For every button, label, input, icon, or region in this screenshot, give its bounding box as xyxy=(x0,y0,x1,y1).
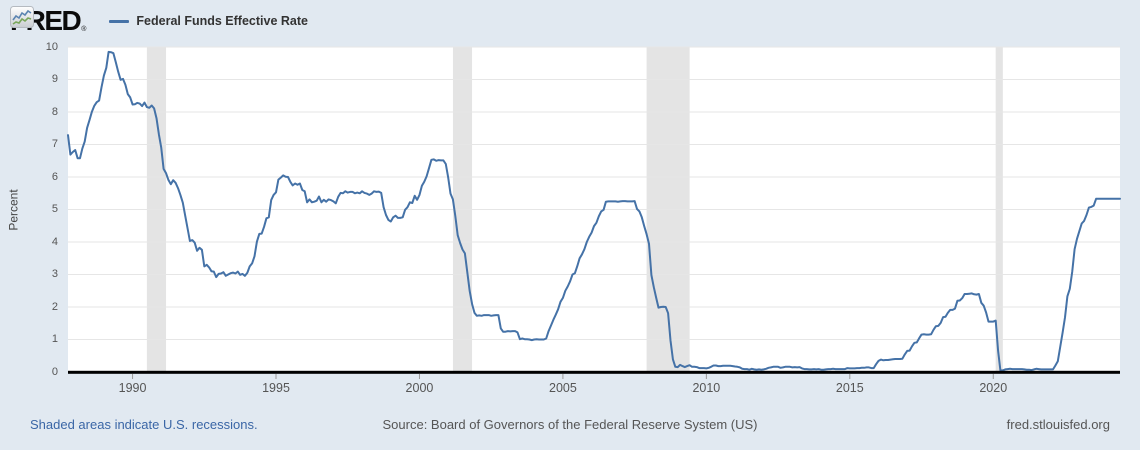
fred-logo[interactable]: FRED ® xyxy=(10,6,91,35)
source-text: Source: Board of Governors of the Federa… xyxy=(382,417,758,432)
recession-note-link[interactable]: Shaded areas indicate U.S. recessions. xyxy=(30,417,258,432)
legend-line-swatch xyxy=(109,19,130,23)
x-axis-line xyxy=(68,370,1120,374)
chart-footer: Shaded areas indicate U.S. recessions. S… xyxy=(0,414,1140,434)
legend-label: Federal Funds Effective Rate xyxy=(136,14,308,28)
chart-header: FRED ® Federal Funds Effective Rate xyxy=(10,6,308,36)
series-line-federal-funds xyxy=(67,50,1121,372)
legend-item-federal-funds[interactable]: Federal Funds Effective Rate xyxy=(109,14,308,28)
fred-site-link[interactable]: fred.stlouisfed.org xyxy=(1006,417,1110,432)
registered-trademark: ® xyxy=(81,26,87,33)
